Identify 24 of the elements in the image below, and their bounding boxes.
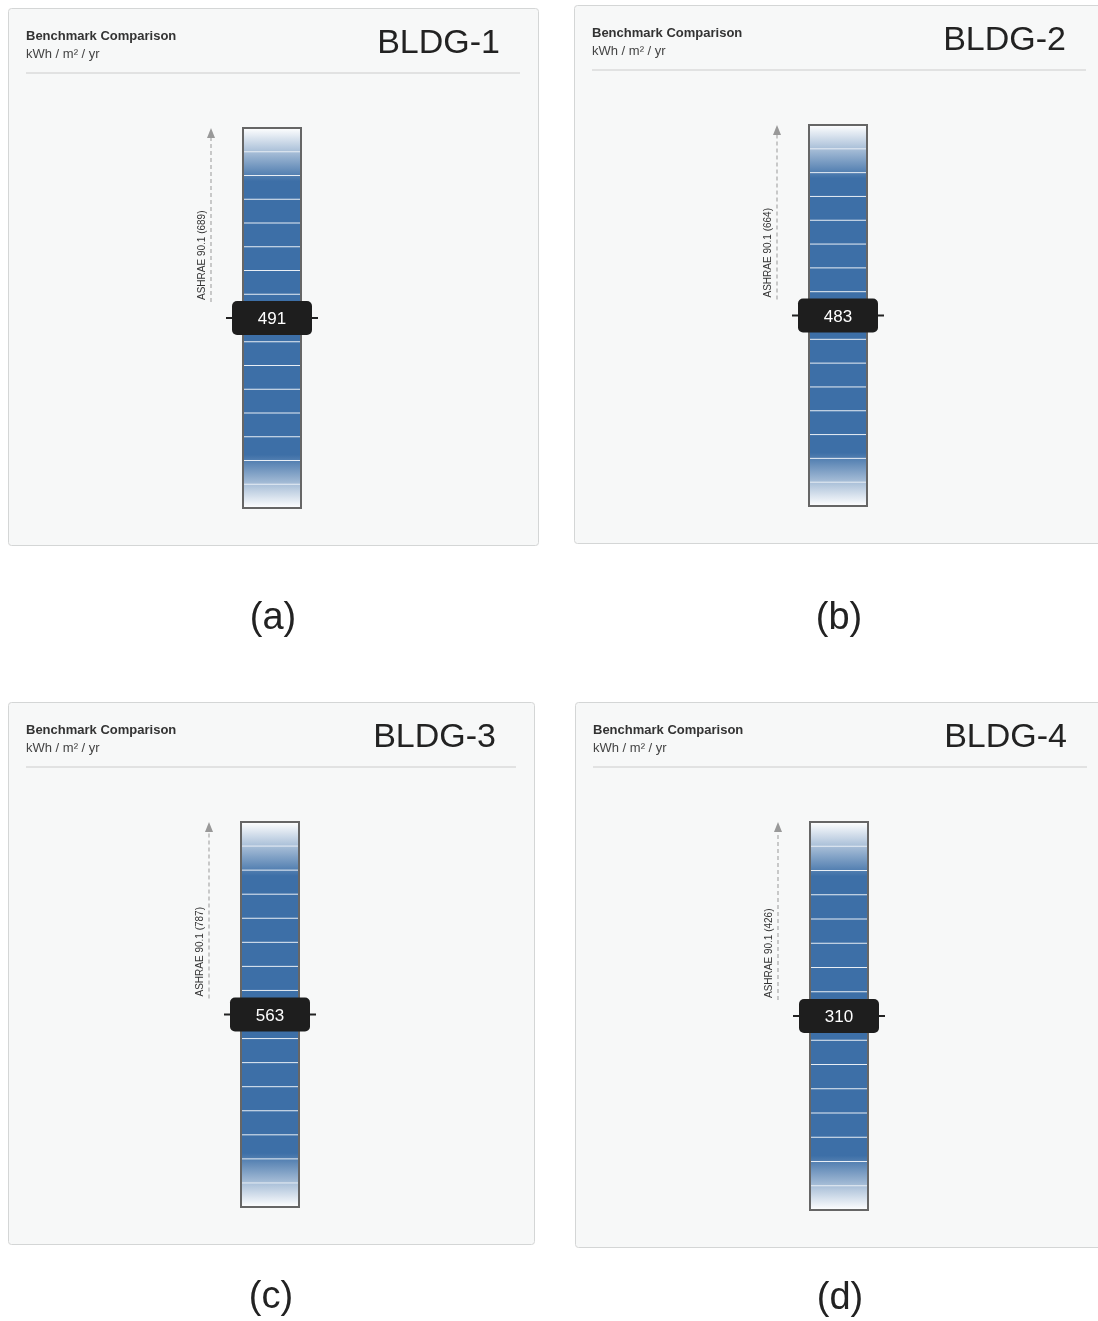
category-label: BLDG-1	[377, 22, 500, 60]
data-label: 483	[823, 306, 853, 326]
text: ASHRAE 90.1 (689)	[196, 210, 207, 300]
text: Benchmark Comparison	[592, 25, 743, 40]
text: Benchmark Comparison	[26, 28, 177, 43]
text: kWh / m² / yr	[26, 740, 101, 755]
text: Benchmark Comparison	[593, 722, 744, 737]
text: kWh / m² / yr	[26, 46, 101, 61]
data-label: 563	[255, 1005, 285, 1025]
category-label: BLDG-3	[373, 716, 496, 754]
text: (b)	[815, 595, 863, 637]
text: kWh / m² / yr	[593, 740, 668, 755]
text: ASHRAE 90.1 (426)	[763, 908, 774, 998]
text: (a)	[249, 595, 297, 637]
category-label: BLDG-2	[943, 19, 1066, 57]
text: (d)	[816, 1275, 864, 1317]
text: kWh / m² / yr	[592, 43, 667, 58]
data-label: 491	[257, 309, 287, 328]
text: (c)	[248, 1274, 294, 1316]
data-label: 310	[824, 1007, 854, 1026]
text: ASHRAE 90.1 (664)	[762, 208, 773, 298]
category-label: BLDG-4	[944, 716, 1067, 754]
text: Benchmark Comparison	[26, 722, 177, 737]
text: ASHRAE 90.1 (787)	[194, 907, 205, 997]
